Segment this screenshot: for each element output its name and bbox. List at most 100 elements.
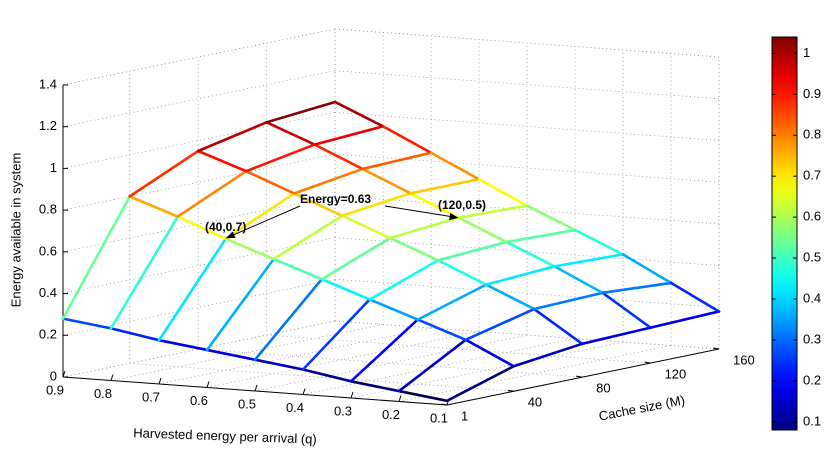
annotation: (120,0.5)	[438, 198, 486, 212]
x-tick	[254, 384, 258, 392]
grid-line	[302, 338, 576, 395]
mesh-edge	[669, 281, 721, 313]
grid-line	[398, 345, 672, 402]
mesh-edge	[224, 237, 276, 261]
z-tick-label: 0.6	[39, 243, 57, 258]
mesh-edge	[457, 204, 529, 219]
mesh-edge	[128, 195, 180, 218]
mesh-edge	[320, 236, 392, 281]
mesh-edge	[416, 283, 488, 321]
y-axis-label: Cache size (M)	[597, 392, 686, 423]
mesh-edge	[313, 125, 385, 146]
mesh-edge	[265, 100, 337, 124]
x-tick	[398, 395, 402, 402]
mesh-edge	[301, 368, 353, 383]
mesh-edge	[272, 257, 324, 281]
colorbar-tick-label: 1	[803, 45, 810, 60]
mesh-edge	[361, 151, 433, 171]
x-tick-label: 0.8	[94, 386, 112, 401]
colorbar-tick-label: 0.1	[803, 413, 821, 428]
grid-line	[62, 112, 336, 169]
mesh-edge	[349, 380, 401, 393]
z-tick-label: 0.8	[39, 202, 57, 217]
mesh-edge	[109, 215, 180, 330]
mesh-edge	[157, 338, 209, 352]
x-tick-label: 0.1	[430, 410, 448, 425]
x-tick-label: 0.5	[238, 396, 256, 411]
x-tick	[302, 388, 306, 395]
colorbar-tick-label: 0.7	[803, 168, 821, 183]
colorbar-box	[771, 36, 798, 431]
z-tick-label: 0.2	[39, 327, 57, 342]
mesh-edge	[445, 364, 516, 403]
mesh-edge	[477, 177, 529, 207]
annotation-arrow	[384, 205, 459, 220]
mesh-edge	[205, 257, 276, 352]
z-tick-label: 0.4	[39, 285, 57, 300]
mesh-edge	[573, 228, 625, 256]
z-tick-label: 0	[50, 368, 57, 383]
z-tick-label: 1	[50, 160, 57, 175]
mesh-edge	[320, 277, 372, 301]
x-axis-label: Harvested energy per arrival (q)	[133, 425, 317, 446]
grid-line	[334, 70, 720, 100]
x-tick-label: 0.3	[334, 403, 352, 418]
mesh-edge	[340, 214, 392, 240]
mesh-edge	[265, 121, 316, 146]
annotation: (40,0.7)	[205, 220, 246, 234]
mesh-edge	[253, 358, 305, 371]
y-tick-label: 160	[733, 352, 755, 367]
mesh-edge	[525, 204, 577, 232]
y-tick-label: 120	[665, 367, 687, 382]
mesh-edge	[464, 307, 536, 342]
x-axis	[62, 376, 448, 406]
mesh-edge	[292, 192, 344, 218]
mesh-edge	[340, 192, 412, 218]
mesh-edge	[205, 348, 257, 362]
mesh-edge	[349, 318, 420, 383]
axes: 0 0.2 0.4 0.6 0.8 1 1.2 1.4 0.9 0.8 0.7 0.6 0.5 0.4 0.…	[39, 76, 755, 425]
mesh-edge	[505, 228, 577, 244]
x-tick	[158, 377, 162, 385]
mesh-edge	[553, 253, 625, 268]
x-tick	[350, 391, 354, 399]
mesh-edge	[253, 277, 324, 362]
colorbar-tick-label: 0.4	[803, 290, 821, 305]
y-tick-label: 80	[596, 381, 610, 396]
mesh-edge	[436, 240, 508, 262]
mesh-edge	[244, 143, 316, 173]
mesh-edge	[388, 236, 440, 262]
y-axis	[446, 348, 720, 406]
mesh-edge	[313, 143, 364, 171]
annotation: Energy=0.63	[300, 192, 371, 206]
x-tick-label: 0.9	[46, 382, 64, 397]
mesh-edge	[484, 283, 536, 311]
grid-line	[62, 28, 336, 86]
colorbar-tick-label: 0.3	[803, 331, 821, 346]
mesh-edge	[368, 298, 420, 321]
mesh-edge	[61, 195, 132, 320]
annotations: Energy=0.63 (40,0.7) (120,0.5)	[205, 192, 486, 239]
x-tick-label: 0.4	[286, 400, 304, 415]
mesh-edge	[397, 389, 449, 403]
mesh-edge	[409, 177, 481, 195]
x-tick	[206, 381, 210, 388]
colorbar-tick-label: 0.2	[803, 372, 821, 387]
mesh-edge	[505, 240, 556, 268]
grid-line	[334, 320, 720, 350]
mesh-edge	[416, 318, 468, 342]
y-tick-label: 40	[528, 395, 542, 410]
y-tick-label: 1	[461, 408, 468, 423]
mesh-edge	[176, 215, 228, 241]
z-axis-label: Energy available in system	[8, 153, 23, 308]
mesh-edge	[224, 192, 296, 241]
mesh-edge	[649, 310, 721, 329]
mesh-edge	[580, 326, 652, 346]
mesh-edge	[196, 149, 248, 173]
mesh-edge	[429, 151, 481, 181]
grid-line	[334, 153, 720, 183]
mesh-edge	[553, 265, 604, 295]
grid-line	[334, 195, 720, 225]
mesh-edge	[176, 169, 248, 218]
